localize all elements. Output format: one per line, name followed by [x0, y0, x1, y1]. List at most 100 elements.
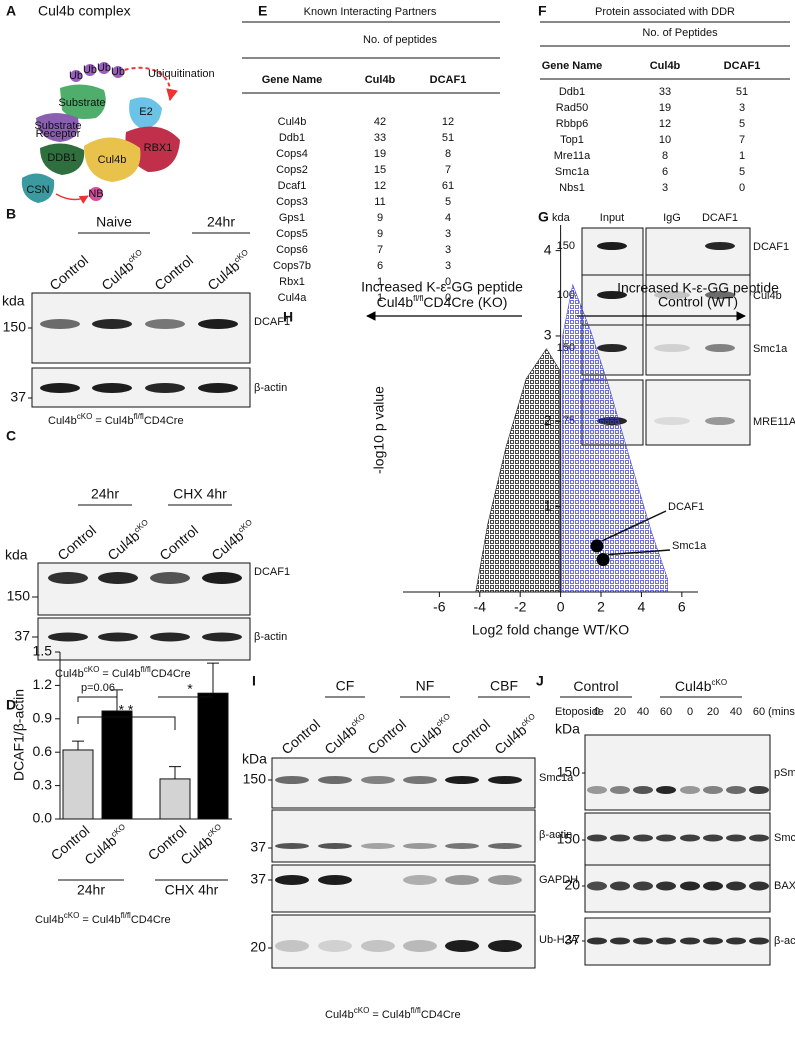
- band: [656, 834, 676, 842]
- lane-label: Control: [54, 522, 99, 563]
- table-cell: Cops7b: [273, 260, 311, 272]
- y-axis-label: -log10 p value: [371, 386, 387, 474]
- band: [275, 940, 309, 952]
- x-tick-label: 2: [597, 599, 605, 615]
- blot-box: [581, 227, 644, 276]
- x-tick-label: -4: [474, 599, 487, 615]
- table-cell: 3: [739, 102, 745, 114]
- marker-label: 37: [250, 871, 266, 887]
- band: [145, 319, 185, 329]
- table-cell: 51: [442, 132, 454, 144]
- label: RBX1: [144, 142, 173, 154]
- significance: p=0.06: [81, 682, 115, 694]
- band: [145, 383, 185, 393]
- band: [48, 632, 88, 642]
- table-cell: 12: [374, 180, 386, 192]
- column-label: DCAF1: [702, 212, 738, 224]
- blot-box: [271, 864, 536, 913]
- label: Ubiquitination: [148, 68, 215, 80]
- band: [403, 875, 437, 885]
- superscript: cKO: [84, 665, 100, 674]
- blot-box: [645, 274, 751, 326]
- table-subheader: No. of peptides: [363, 34, 437, 46]
- column-header: Gene Name: [262, 74, 323, 86]
- text-run: = Cul4b: [99, 668, 140, 680]
- band: [318, 940, 352, 952]
- protein-label: β-actin: [539, 829, 572, 841]
- text-run: Control: [156, 522, 201, 563]
- superscript: fl/fl: [411, 1006, 421, 1015]
- column-label: IgG: [663, 212, 681, 224]
- protein-label: Cul4b: [753, 290, 782, 302]
- superscript: cKO: [64, 911, 80, 920]
- blot-box: [271, 757, 536, 809]
- column-header: DCAF1: [724, 60, 761, 72]
- annotation: Increased K-ε-GG peptide: [617, 280, 779, 296]
- time-label: 40: [637, 706, 649, 718]
- lane-label: Control: [156, 522, 201, 563]
- blot-box: [581, 274, 644, 326]
- band: [198, 383, 238, 393]
- text-run: = Cul4b: [79, 914, 120, 926]
- marker-label: 150: [3, 319, 27, 335]
- ub-label: Ub: [83, 64, 97, 76]
- table-cell: 10: [659, 134, 671, 146]
- table-cell: 7: [739, 134, 745, 146]
- ub-label: Ub: [69, 70, 83, 82]
- table-cell: Rbbp6: [556, 118, 588, 130]
- table-cell: Rad50: [556, 102, 588, 114]
- band: [726, 834, 746, 842]
- text-run: Cul4b: [675, 678, 712, 694]
- band: [40, 319, 80, 329]
- band: [749, 881, 769, 891]
- highlight-point: [596, 553, 610, 567]
- y-tick-label: 2: [544, 412, 552, 428]
- band: [92, 319, 132, 329]
- y-tick-label: 0.6: [33, 743, 53, 759]
- marker-label: 37: [10, 389, 26, 405]
- kda-label: kDa: [242, 751, 267, 767]
- text-run: = Cul4b: [92, 415, 133, 427]
- group-label: 24hr: [77, 882, 105, 898]
- band: [610, 786, 630, 794]
- x-tick-label: Cul4bcKO: [81, 822, 131, 868]
- band: [318, 843, 352, 849]
- x-tick-label: -2: [514, 599, 527, 615]
- table-cell: 7: [445, 164, 451, 176]
- kda-label: kda: [5, 547, 28, 563]
- band: [610, 937, 630, 945]
- band: [680, 834, 700, 842]
- highlight-point: [590, 539, 604, 553]
- band: [633, 881, 653, 891]
- band: [705, 344, 735, 352]
- band: [202, 632, 242, 642]
- table-cell: 9: [377, 212, 383, 224]
- table-cell: 4: [445, 212, 451, 224]
- band: [705, 291, 735, 299]
- superscript: cKO: [236, 518, 254, 535]
- band: [749, 834, 769, 842]
- panel-label: I: [252, 673, 256, 689]
- band: [275, 843, 309, 849]
- band: [597, 242, 627, 250]
- bar: [159, 778, 191, 820]
- protein-label: DCAF1: [254, 566, 290, 578]
- table-cell: 61: [442, 180, 454, 192]
- y-tick-label: 3: [544, 327, 552, 343]
- ub-circle: [70, 70, 82, 82]
- protein-label: BAX: [774, 880, 795, 892]
- table-cell: 5: [445, 196, 451, 208]
- table-cell: Smc1a: [555, 166, 590, 178]
- bar: [101, 710, 133, 820]
- superscript: cKO: [434, 712, 452, 729]
- band: [488, 843, 522, 849]
- table-subheader: No. of Peptides: [642, 27, 718, 39]
- marker-label: 20: [250, 939, 266, 955]
- text-run: CD4Cre: [151, 668, 191, 680]
- band: [275, 875, 309, 885]
- group-label: Cul4bcKO: [675, 678, 727, 694]
- complex-diagram: [21, 66, 180, 204]
- text-run: Cul4b: [55, 668, 84, 680]
- table-cell: 3: [662, 182, 668, 194]
